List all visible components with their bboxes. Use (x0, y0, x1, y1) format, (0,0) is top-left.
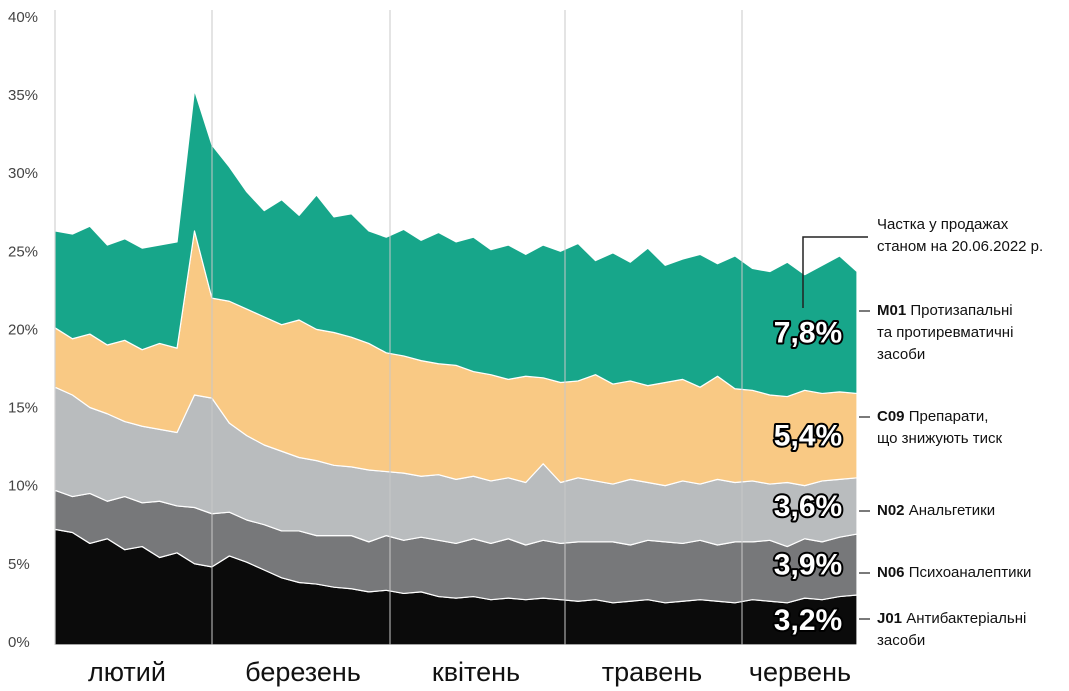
annotation-connector (802, 236, 868, 308)
annotation: станом на 20.06.2022 р. (877, 238, 1043, 255)
legend-entry: C09 Препарати, (877, 408, 988, 425)
legend-entry: засоби (877, 632, 925, 649)
end-label: 3,2% (774, 604, 842, 637)
y-tick-label: 40% (8, 9, 38, 26)
area (54, 89, 858, 398)
y-tick-label: 15% (8, 400, 38, 417)
x-tick-label: червень (749, 657, 851, 687)
legend-text: Психоаналептики (909, 564, 1032, 581)
legend-entry: та протиревматичні (877, 324, 1013, 341)
legend-entry: N06 Психоаналептики (877, 564, 1031, 581)
end-label: 5,4% (774, 420, 842, 453)
y-tick-label: 5% (8, 556, 30, 573)
legend-entry: засоби (877, 346, 925, 363)
annotation: Частка у продажах (877, 216, 1009, 233)
y-tick-label: 0% (8, 634, 30, 651)
legend-text: та протиревматичні (877, 324, 1013, 341)
legend-code: J01 (877, 610, 902, 627)
legend-entry: M01 Протизапальні (877, 302, 1013, 319)
legend-text: Анальгетики (909, 502, 995, 519)
end-label: 7,8% (774, 316, 842, 349)
legend-text: засоби (877, 346, 925, 363)
x-tick-label: квітень (432, 657, 520, 687)
x-tick-label: травень (602, 657, 702, 687)
x-tick-label: березень (245, 657, 361, 687)
legend-code: M01 (877, 302, 906, 319)
legend-text: Препарати, (909, 408, 989, 425)
legend-code: N06 (877, 564, 905, 581)
end-label: 3,6% (774, 490, 842, 523)
legend-code: N02 (877, 502, 905, 519)
legend-text: Антибактеріальні (906, 610, 1026, 627)
y-tick-label: 10% (8, 478, 38, 495)
legend-entry: що знижують тиск (877, 430, 1002, 447)
x-tick-label: лютий (88, 657, 166, 687)
y-tick-label: 30% (8, 165, 38, 182)
legend-text: що знижують тиск (877, 430, 1002, 447)
y-tick-label: 35% (8, 87, 38, 104)
legend-entry: J01 Антибактеріальні (877, 610, 1026, 627)
legend-text: Протизапальні (910, 302, 1012, 319)
y-tick-label: 20% (8, 321, 38, 338)
plot (54, 89, 858, 646)
legend-entry: N02 Анальгетики (877, 502, 995, 519)
legend-code: C09 (877, 408, 905, 425)
end-label: 3,9% (774, 548, 842, 581)
month-dividers (54, 10, 743, 645)
legend-text: засоби (877, 632, 925, 649)
y-tick-label: 25% (8, 243, 38, 260)
